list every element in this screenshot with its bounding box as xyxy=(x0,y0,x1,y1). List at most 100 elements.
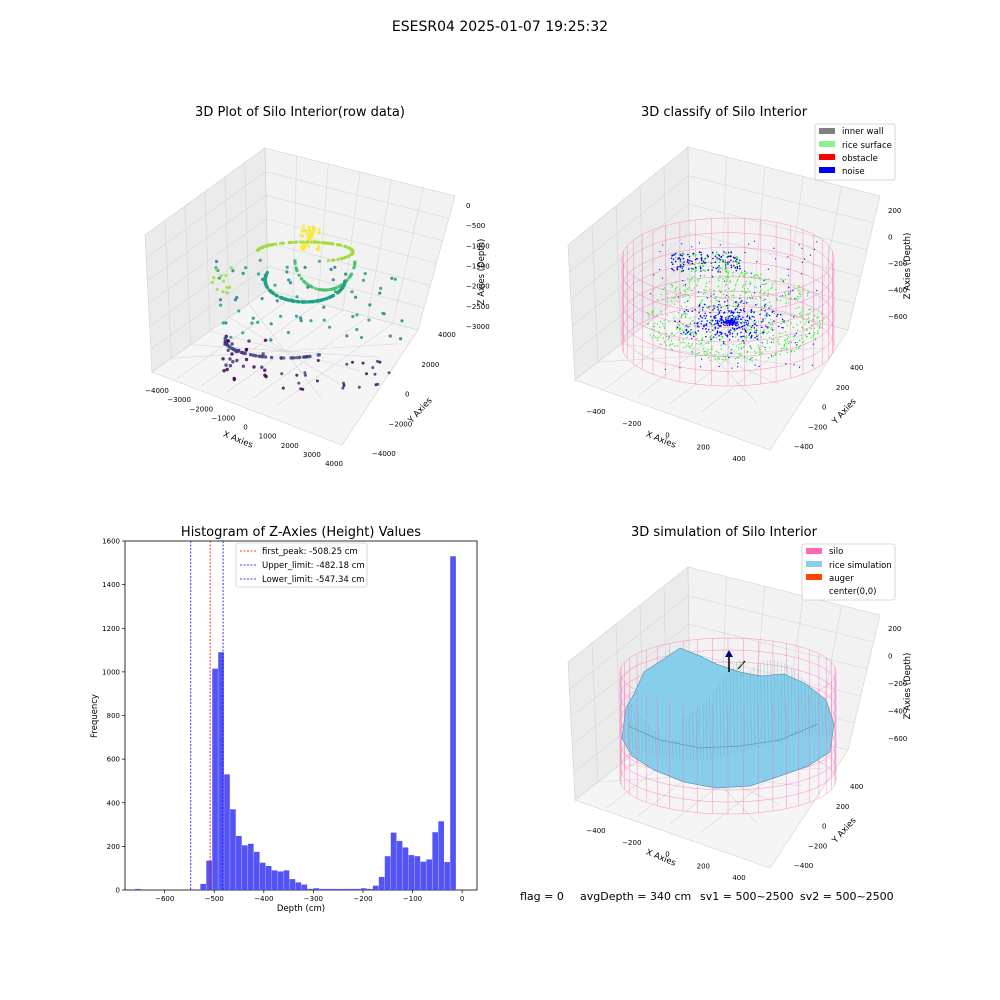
simulation-mesh-line xyxy=(689,714,691,761)
classify-point xyxy=(722,337,724,339)
classify-legend-inner-wall: inner wall xyxy=(842,127,883,137)
raw-point xyxy=(302,280,307,284)
classify-point xyxy=(682,280,684,282)
simulation-y-label: Y Axies xyxy=(830,815,859,846)
raw-point xyxy=(337,290,341,294)
classify-point xyxy=(660,310,662,312)
classify-point xyxy=(718,312,721,314)
classify-point xyxy=(746,315,748,318)
classify-point xyxy=(687,277,689,279)
classify-point xyxy=(760,336,762,338)
classify-point xyxy=(682,263,685,266)
histogram-bar xyxy=(313,888,320,890)
raw-z-tick: −2000 xyxy=(466,283,490,291)
classify-point xyxy=(744,356,746,358)
classify-point xyxy=(676,325,678,327)
histogram-bar xyxy=(301,884,308,890)
simulation-mesh-line xyxy=(743,659,745,752)
classify-point xyxy=(746,320,749,322)
classify-point xyxy=(684,290,686,292)
simulation-z-tick: −200 xyxy=(888,680,907,688)
classify-point xyxy=(796,298,798,301)
raw-point xyxy=(237,348,241,352)
raw-point xyxy=(221,321,225,325)
classify-point xyxy=(679,288,681,291)
classify-point xyxy=(694,331,696,333)
classify-point xyxy=(705,304,707,306)
classify-point xyxy=(694,266,697,269)
raw-point xyxy=(355,327,359,332)
classify-point xyxy=(818,327,821,329)
classify-point xyxy=(797,347,800,350)
classify-point xyxy=(784,322,786,324)
classify-point xyxy=(706,307,709,309)
raw-point xyxy=(345,362,349,366)
classify-point xyxy=(675,281,677,283)
classify-y-tick: 0 xyxy=(822,404,826,412)
classify-point xyxy=(760,289,762,291)
classify-point xyxy=(755,359,757,361)
classify-point xyxy=(743,302,745,304)
classify-point xyxy=(726,334,729,337)
classify-point xyxy=(736,324,738,327)
classify-point xyxy=(670,300,673,302)
raw-point xyxy=(328,241,332,245)
classify-point xyxy=(750,335,753,338)
classify-legend-rice-surface: rice surface xyxy=(842,141,892,151)
classify-point xyxy=(779,336,781,338)
classify-point xyxy=(730,320,732,322)
histogram-x-tick: 0 xyxy=(460,895,464,903)
histogram-legend: first_peak: -508.25 cm Upper_limit: -482… xyxy=(235,542,368,588)
raw-point xyxy=(322,318,326,322)
classify-point xyxy=(760,297,762,299)
raw-point xyxy=(269,338,273,342)
simulation-mesh-line xyxy=(658,733,660,757)
classify-point xyxy=(736,280,738,282)
classify-point xyxy=(668,321,670,323)
classify-point xyxy=(698,351,700,354)
classify-point xyxy=(724,259,726,262)
classify-point xyxy=(717,351,720,354)
classify-point xyxy=(679,252,681,255)
classify-point xyxy=(700,257,703,260)
classify-point xyxy=(753,323,756,325)
classify-point xyxy=(713,289,715,292)
classify-point xyxy=(728,287,730,290)
classify-point xyxy=(677,345,679,347)
histogram-bars xyxy=(134,556,456,890)
raw-point xyxy=(293,262,297,266)
classify-point xyxy=(730,264,733,267)
classify-point xyxy=(792,316,795,318)
classify-point xyxy=(789,341,791,343)
classify-point xyxy=(726,304,728,307)
classify-point xyxy=(783,320,785,322)
classify-point xyxy=(812,308,815,311)
classify-point xyxy=(678,320,681,322)
histogram-x-tick: −300 xyxy=(304,895,323,903)
classify-point xyxy=(756,324,758,327)
classify-point xyxy=(761,342,763,344)
classify-point xyxy=(811,364,814,366)
classify-point xyxy=(670,283,672,286)
classify-point xyxy=(661,277,664,279)
raw-point xyxy=(307,300,311,304)
classify-point xyxy=(767,289,769,292)
classify-point xyxy=(759,277,761,279)
classify-point xyxy=(688,255,691,258)
classify-point xyxy=(771,283,774,286)
classify-point xyxy=(701,309,704,311)
raw-point xyxy=(261,277,265,281)
raw-gridline xyxy=(276,323,394,406)
classify-point xyxy=(690,270,693,273)
classify-point xyxy=(737,356,740,359)
raw-point xyxy=(335,243,340,247)
classify-point xyxy=(698,318,700,320)
raw-point xyxy=(237,309,241,313)
raw-point xyxy=(251,316,255,320)
classify-point xyxy=(749,345,751,347)
classify-point xyxy=(719,289,721,291)
classify-point xyxy=(737,279,739,281)
classify-point xyxy=(739,355,741,357)
classify-point xyxy=(801,337,803,339)
